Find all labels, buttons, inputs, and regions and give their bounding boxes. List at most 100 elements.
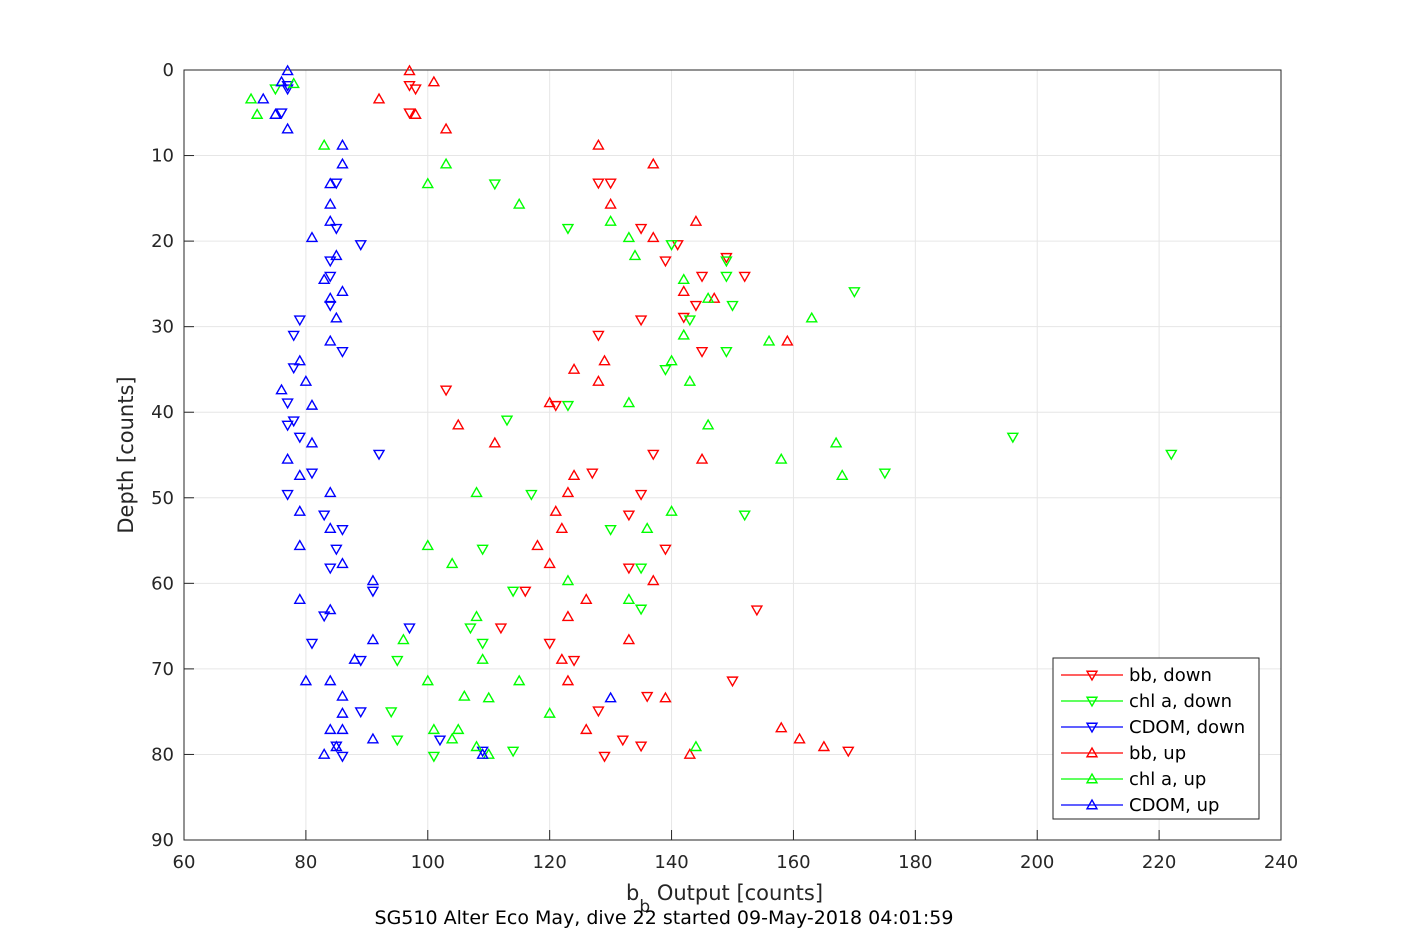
legend-box: [1052, 657, 1260, 820]
data-point: [372, 92, 386, 104]
axis-ticks: 60 80 100 120 140 160 180 200 220 240 0 10 20 30 40 50 6…: [151, 60, 1298, 873]
data-point: [293, 505, 307, 516]
data-point: [634, 741, 648, 753]
y-tick-label: 70: [151, 659, 174, 680]
data-point: [695, 347, 709, 358]
data-point: [604, 691, 617, 703]
legend[interactable]: bb, down chl a, down CDOM, down bb, up chl a…: [1052, 657, 1260, 820]
data-point: [293, 432, 307, 444]
data-point: [561, 486, 575, 498]
data-point: [482, 691, 495, 703]
data-point: [470, 740, 483, 752]
data-point: [354, 707, 367, 719]
data-point: [324, 215, 337, 226]
legend-item-bb-down[interactable]: bb, down: [1061, 665, 1212, 686]
y-tick-label: 90: [151, 830, 174, 851]
data-point: [580, 593, 593, 605]
data-point: [476, 746, 489, 758]
x-axis-label-subscript: b: [639, 897, 650, 917]
data-point: [659, 544, 672, 556]
data-point: [634, 489, 648, 501]
data-point: [592, 330, 605, 342]
legend-item-cdom-down[interactable]: CDOM, down: [1061, 717, 1245, 738]
data-point: [305, 638, 319, 650]
data-point: [561, 400, 575, 412]
data-point: [689, 215, 703, 226]
data-point: [324, 486, 337, 498]
data-point: [409, 84, 422, 96]
data-point: [336, 138, 349, 150]
data-point: [366, 633, 380, 645]
data-point: [336, 689, 349, 701]
data-point: [683, 315, 697, 327]
data-point: [677, 285, 690, 297]
series-chl-a-down: [269, 84, 1178, 763]
data-point: [689, 740, 703, 752]
data-point: [403, 623, 416, 635]
data-point: [293, 315, 307, 327]
data-point: [464, 623, 477, 635]
data-point: [250, 108, 264, 119]
data-point: [372, 449, 386, 461]
legend-marker: [1085, 722, 1099, 734]
data-point: [592, 138, 605, 150]
data-point: [622, 510, 636, 522]
data-point: [598, 354, 611, 366]
data-point: [336, 347, 349, 358]
data-point: [500, 415, 514, 427]
data-point: [324, 334, 337, 346]
data-point: [592, 178, 605, 190]
data-point: [269, 108, 282, 119]
data-point: [543, 706, 556, 718]
data-point: [726, 676, 739, 688]
data-point: [634, 223, 648, 235]
data-point: [640, 691, 654, 703]
data-point: [634, 604, 648, 616]
data-point: [647, 449, 660, 461]
legend-item-chl-a-down[interactable]: chl a, down: [1061, 691, 1232, 712]
data-point: [403, 80, 416, 92]
data-point: [330, 740, 343, 752]
data-point: [330, 249, 343, 261]
legend-item-chl-a-up[interactable]: chl a, up: [1061, 769, 1206, 790]
data-point: [482, 748, 495, 759]
data-point: [549, 505, 562, 516]
data-point: [622, 396, 636, 408]
x-tick-label: 240: [1264, 852, 1298, 873]
data-point: [470, 486, 483, 498]
data-point: [293, 539, 307, 551]
data-point: [324, 197, 337, 209]
data-point: [659, 691, 672, 703]
legend-item-cdom-up[interactable]: CDOM, up: [1061, 795, 1219, 816]
y-tick-label: 60: [151, 573, 174, 594]
data-point: [452, 418, 465, 430]
data-point: [275, 383, 288, 395]
series-cdom-up: [257, 64, 617, 759]
data-point: [775, 452, 788, 464]
legend-marker: [1085, 798, 1099, 810]
data-point: [317, 273, 331, 285]
data-point: [336, 723, 349, 735]
data-point: [305, 436, 319, 448]
legend-item-bb-up[interactable]: bb, up: [1061, 743, 1186, 764]
data-point: [512, 197, 526, 209]
legend-marker: [1085, 746, 1099, 758]
data-point: [445, 557, 459, 569]
data-point: [281, 84, 294, 96]
data-point: [762, 334, 776, 346]
data-point: [330, 178, 343, 190]
data-point: [543, 557, 556, 569]
data-point: [604, 215, 617, 226]
data-point: [567, 469, 581, 480]
data-point: [324, 603, 337, 615]
figure-caption: SG510 Alter Eco May, dive 22 started 09-…: [375, 907, 954, 929]
data-point: [647, 231, 660, 243]
data-point: [555, 653, 569, 664]
x-tick-label: 200: [1020, 852, 1054, 873]
data-point: [695, 271, 709, 283]
data-point: [421, 674, 434, 686]
data-point: [616, 735, 630, 747]
x-axis-label: bb Output [counts]: [626, 881, 823, 917]
data-point: [659, 256, 672, 268]
data-point: [403, 64, 416, 76]
